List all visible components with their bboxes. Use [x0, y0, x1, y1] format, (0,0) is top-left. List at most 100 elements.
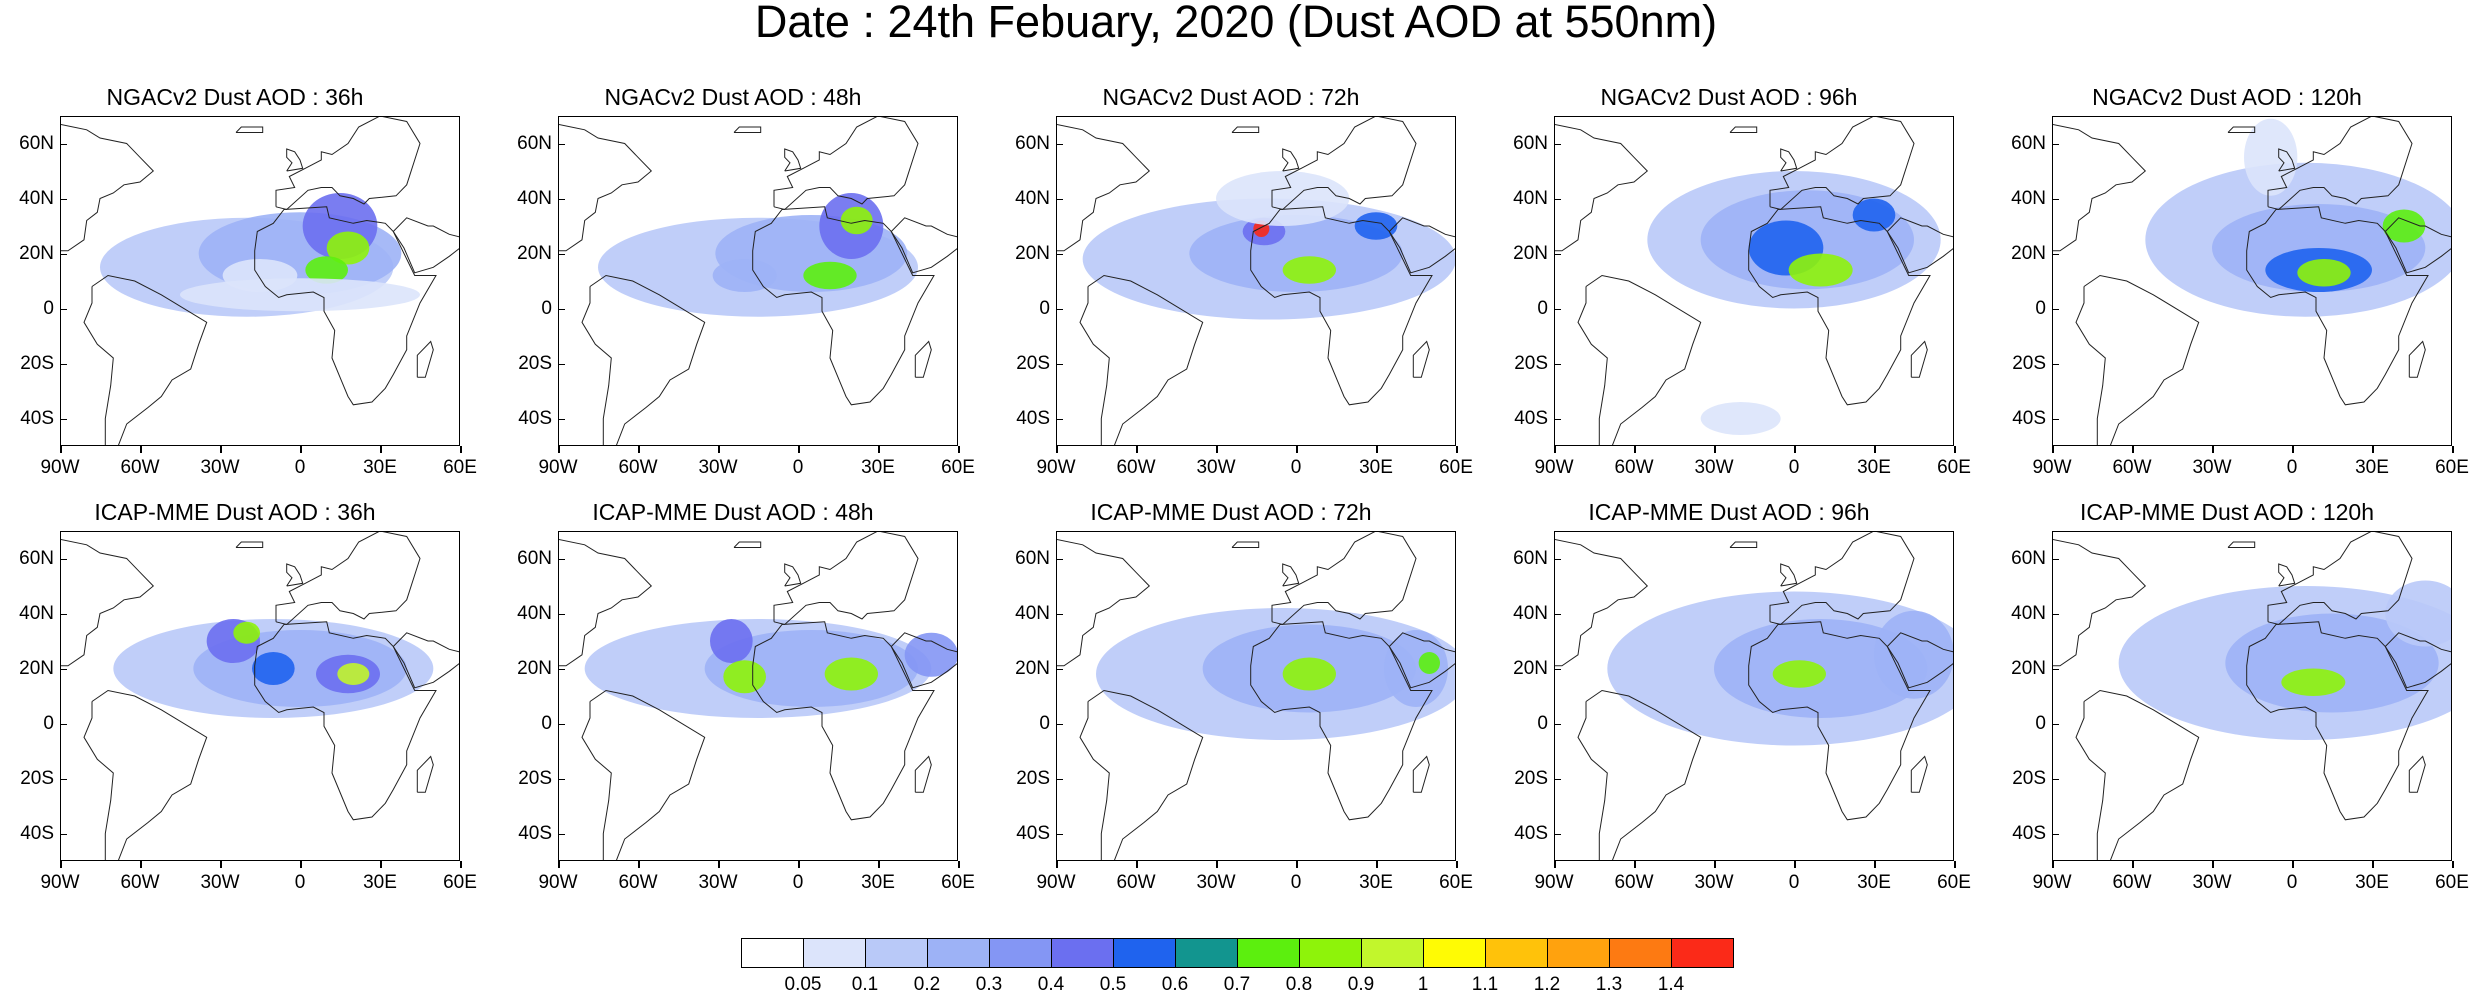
- lat-tick-mark: [1056, 778, 1063, 780]
- lon-tick-mark: [140, 446, 142, 453]
- lat-tick-mark: [1554, 253, 1561, 255]
- lat-tick-label: 0: [1537, 712, 1548, 734]
- lon-tick-mark: [958, 446, 960, 453]
- lat-tick-mark: [2052, 668, 2059, 670]
- lat-tick-label: 0: [2035, 297, 2046, 319]
- lat-tick-mark: [60, 143, 67, 145]
- lon-tick-mark: [2212, 861, 2214, 868]
- coastline: [285, 147, 303, 171]
- dust-aod-region: [2243, 118, 2297, 196]
- coastline: [1281, 562, 1299, 586]
- lat-tick-label: 0: [43, 297, 54, 319]
- colorbar-swatch: [1175, 938, 1238, 968]
- lon-tick-label: 30W: [200, 457, 240, 478]
- lon-tick-mark: [220, 446, 222, 453]
- colorbar-label: 0.9: [1347, 974, 1375, 995]
- coastline: [1910, 755, 1928, 793]
- panel-title: ICAP-MME Dust AOD : 96h: [1588, 499, 1870, 525]
- lat-tick-label: 40S: [1514, 407, 1548, 429]
- lon-tick-label: 0: [1788, 457, 1800, 478]
- lon-tick-mark: [2052, 446, 2054, 453]
- lon-tick-label: 90W: [1534, 457, 1574, 478]
- lon-tick-label: 60E: [1937, 457, 1971, 478]
- lon-tick-mark: [1376, 446, 1378, 453]
- map-panel: NGACv2 Dust AOD : 72h 60N 40N 20N 0 20S 40S 90W…: [996, 84, 1473, 508]
- lat-tick-label: 60N: [517, 547, 552, 569]
- lon-tick-label: 60W: [2112, 872, 2152, 893]
- coastline: [1729, 126, 1757, 133]
- coastline: [1576, 274, 1701, 445]
- lon-tick-mark: [2212, 446, 2214, 453]
- lon-tick-label: 30W: [698, 872, 738, 893]
- lat-tick-mark: [558, 833, 565, 835]
- lon-tick-mark: [60, 861, 62, 868]
- lat-tick-mark: [558, 723, 565, 725]
- dust-aod-region: [304, 255, 348, 284]
- lat-tick-mark: [2052, 253, 2059, 255]
- lat-tick-mark: [1554, 833, 1561, 835]
- lat-tick-label: 0: [1039, 712, 1050, 734]
- dust-aod-region: [1188, 214, 1403, 292]
- map-plot-area: [1554, 116, 1954, 446]
- coastline: [1078, 689, 1203, 860]
- map-panel: NGACv2 Dust AOD : 36h 60N 40N 20N 0 20S 40S 90W…: [0, 84, 477, 508]
- lat-tick-mark: [558, 363, 565, 365]
- lat-tick-mark: [1554, 143, 1561, 145]
- coastline: [890, 631, 957, 688]
- lon-tick-mark: [798, 446, 800, 453]
- lat-tick-mark: [1056, 418, 1063, 420]
- dust-aod-region: [1282, 657, 1336, 690]
- lon-tick-mark: [1954, 446, 1956, 453]
- coastline: [580, 689, 705, 860]
- lon-tick-label: 30E: [2355, 872, 2389, 893]
- lon-tick-mark: [2452, 861, 2454, 868]
- lon-tick-label: 60E: [941, 457, 975, 478]
- dust-aod-region: [336, 662, 369, 685]
- coastline: [2074, 689, 2199, 860]
- lon-tick-mark: [718, 861, 720, 868]
- coastline: [1249, 620, 1433, 820]
- lon-tick-label: 90W: [2032, 457, 2072, 478]
- lon-tick-mark: [1554, 861, 1556, 868]
- panel-title: NGACv2 Dust AOD : 36h: [106, 84, 364, 110]
- lon-tick-mark: [2372, 446, 2374, 453]
- map-svg: [2053, 117, 2451, 445]
- lat-tick-mark: [60, 308, 67, 310]
- lat-tick-mark: [1056, 143, 1063, 145]
- lat-tick-mark: [558, 668, 565, 670]
- dust-aod-region: [904, 632, 957, 677]
- panel-title: ICAP-MME Dust AOD : 120h: [2080, 499, 2374, 525]
- lat-tick-mark: [1554, 778, 1561, 780]
- coastline: [1747, 205, 1931, 405]
- panel-title: NGACv2 Dust AOD : 48h: [604, 84, 862, 110]
- lat-tick-label: 0: [1039, 297, 1050, 319]
- lon-tick-mark: [798, 861, 800, 868]
- map-plot-area: [2052, 531, 2452, 861]
- dust-aod-region: [1383, 629, 1448, 707]
- lat-tick-label: 0: [541, 297, 552, 319]
- lat-tick-label: 20N: [1015, 657, 1050, 679]
- lon-tick-mark: [1714, 861, 1716, 868]
- lat-tick-mark: [60, 418, 67, 420]
- lon-tick-label: 60W: [120, 872, 160, 893]
- lat-tick-label: 60N: [2011, 132, 2046, 154]
- coastline: [1769, 117, 1915, 210]
- coastline: [1412, 340, 1430, 378]
- map-plot-area: [1056, 116, 1456, 446]
- lon-tick-mark: [638, 861, 640, 868]
- lon-tick-mark: [2292, 861, 2294, 868]
- coastline: [392, 216, 459, 273]
- lat-tick-label: 60N: [19, 132, 54, 154]
- lat-tick-mark: [558, 778, 565, 780]
- lat-tick-mark: [558, 613, 565, 615]
- lon-tick-label: 0: [792, 872, 804, 893]
- lon-tick-label: 0: [1290, 457, 1302, 478]
- map-plot-area: [2052, 116, 2452, 446]
- lon-tick-label: 60W: [2112, 457, 2152, 478]
- coastline: [2267, 532, 2413, 625]
- colorbar-swatch: [1113, 938, 1176, 968]
- map-svg: [1057, 117, 1455, 445]
- coastline: [1231, 541, 1259, 548]
- lat-tick-mark: [1056, 668, 1063, 670]
- lat-tick-label: 20S: [2012, 352, 2046, 374]
